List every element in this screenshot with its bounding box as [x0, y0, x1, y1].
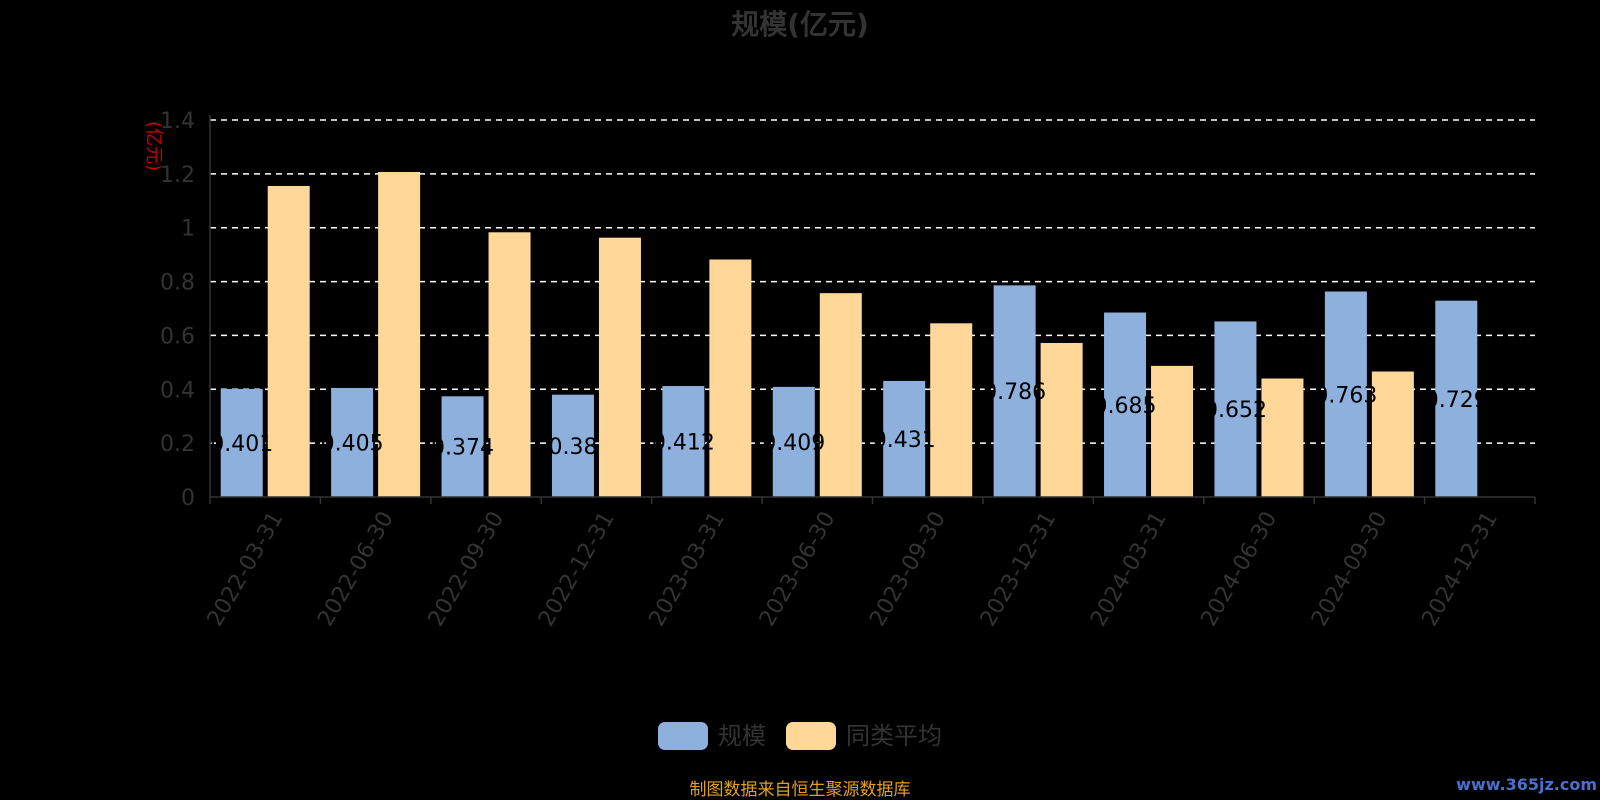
legend-item[interactable]: 规模 [658, 722, 766, 750]
x-tick-label: 2024-06-30 [1197, 508, 1283, 631]
chart-title: 规模(亿元) [731, 8, 869, 41]
data-label: 0.786 [983, 380, 1046, 405]
x-tick-label: 2022-03-31 [203, 508, 289, 631]
data-label: 0.405 [321, 431, 384, 456]
x-tick-label: 2024-09-30 [1307, 508, 1393, 631]
data-label: 0.431 [873, 428, 936, 453]
x-tick-label: 2024-12-31 [1417, 508, 1503, 631]
y-tick-label: 1.4 [160, 109, 195, 134]
watermark: www.365jz.com [1456, 775, 1597, 794]
bar-scale[interactable] [662, 386, 705, 497]
data-label: 0.409 [762, 431, 825, 456]
data-label: 0.729 [1425, 388, 1488, 413]
bar-category-average[interactable] [1040, 342, 1083, 497]
bar-scale[interactable] [1104, 312, 1147, 497]
data-label: 0.374 [431, 436, 494, 461]
data-label: 0.412 [652, 431, 715, 456]
y-axis-label: (亿元) [143, 121, 164, 171]
bar-scale[interactable] [551, 394, 594, 497]
data-label: 0.763 [1314, 383, 1377, 408]
bar-scale[interactable] [441, 396, 484, 497]
bar-category-average[interactable] [378, 171, 421, 497]
bar-category-average[interactable] [709, 259, 752, 497]
bars: 0.401 0.405 0.374 0.38 0.412 0.409 0.431 0.786 0… [210, 171, 1488, 497]
bar-scale[interactable] [220, 389, 263, 497]
y-tick-label: 1 [181, 217, 195, 242]
x-axis-labels: 2022-03-31 2022-06-30 2022-09-30 2022-12-31… [203, 507, 1503, 630]
legend-label: 同类平均 [846, 722, 942, 750]
legend-item[interactable]: 同类平均 [786, 722, 942, 750]
bar-category-average[interactable] [819, 293, 862, 497]
bar-scale[interactable] [331, 387, 374, 497]
legend-swatch [658, 722, 708, 750]
grid-lines [210, 119, 1535, 444]
y-axis-ticks: 0 0.2 0.4 0.6 0.8 1 1.2 1.4 [160, 109, 195, 511]
bar-category-average[interactable] [598, 237, 641, 497]
x-tick-label: 2023-09-30 [865, 507, 951, 630]
data-label: 0.38 [548, 435, 597, 460]
bar-scale[interactable] [772, 386, 815, 497]
x-tick-label: 2022-06-30 [313, 508, 399, 631]
data-label: 0.401 [210, 432, 273, 457]
legend[interactable]: 规模 同类平均 [658, 722, 942, 750]
data-label: 0.685 [1094, 394, 1157, 419]
x-tick-label: 2024-03-31 [1086, 508, 1172, 631]
x-tick-label: 2022-09-30 [424, 507, 510, 630]
bar-category-average[interactable] [267, 185, 310, 497]
y-tick-label: 0.4 [160, 378, 195, 403]
y-tick-label: 0 [181, 486, 195, 511]
bar-scale[interactable] [993, 285, 1036, 497]
x-tick-label: 2022-12-31 [534, 508, 620, 631]
x-tick-label: 2023-06-30 [755, 508, 841, 631]
legend-swatch [786, 722, 836, 750]
y-tick-label: 0.6 [160, 324, 195, 349]
bar-scale[interactable] [1435, 300, 1478, 497]
x-axis [209, 115, 1536, 504]
bar-category-average[interactable] [488, 232, 531, 497]
x-tick-label: 2023-03-31 [644, 508, 730, 631]
legend-label: 规模 [718, 722, 766, 750]
bar-category-average[interactable] [1261, 378, 1304, 497]
y-tick-label: 1.2 [160, 163, 195, 188]
y-tick-label: 0.2 [160, 432, 195, 457]
bar-scale[interactable] [883, 380, 926, 497]
y-tick-label: 0.8 [160, 271, 195, 296]
bar-scale[interactable] [1214, 321, 1257, 497]
bar-category-average[interactable] [1371, 371, 1414, 497]
x-tick-label: 2023-12-31 [976, 508, 1062, 631]
bar-category-average[interactable] [1151, 365, 1194, 497]
bar-scale[interactable] [1324, 291, 1367, 497]
source-note: 制图数据来自恒生聚源数据库 [690, 780, 911, 800]
bar-category-average[interactable] [930, 323, 973, 497]
data-label: 0.652 [1204, 398, 1267, 423]
